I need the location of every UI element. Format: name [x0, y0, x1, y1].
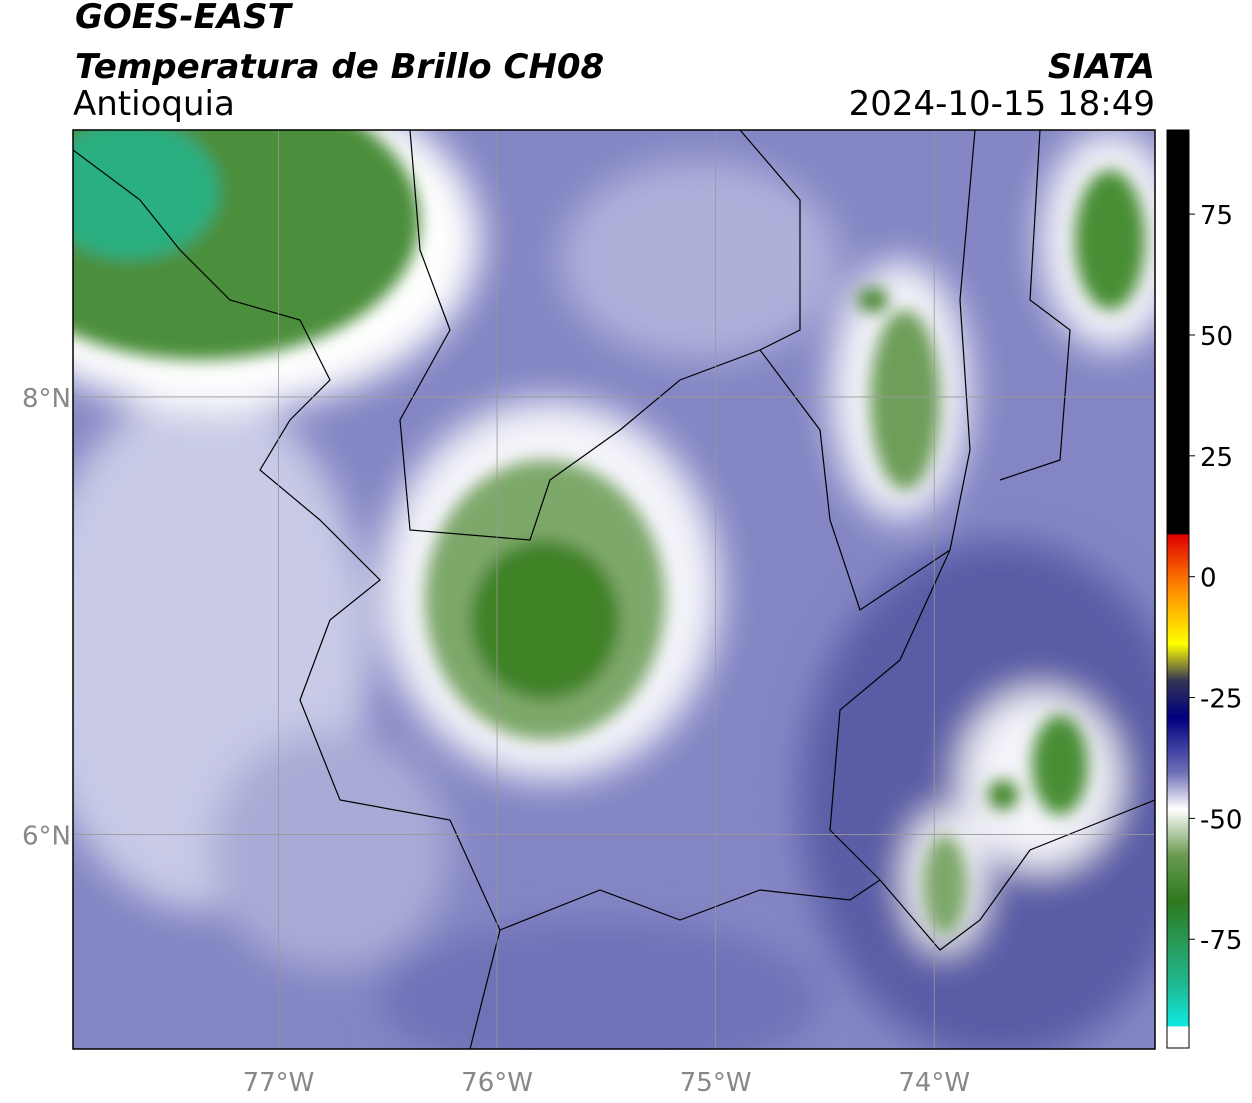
brightness-image — [73, 130, 1155, 1049]
graticule — [73, 130, 1155, 1049]
lat-tick-label: 6°N — [22, 822, 71, 852]
product-title: Temperatura de Brillo CH08 — [75, 47, 604, 87]
colorbar-tick-label: 50 — [1200, 322, 1233, 352]
lon-tick-label: 77°W — [243, 1068, 315, 1098]
lat-tick-label: 8°N — [22, 384, 71, 414]
map-frame — [72, 129, 1156, 1050]
source-label: SIATA — [1048, 47, 1155, 87]
colorbar-tick-label: -75 — [1200, 926, 1242, 956]
colorbar-tick-label: 75 — [1200, 201, 1233, 231]
datetime-label: 2024-10-15 18:49 — [849, 84, 1155, 124]
region-label: Antioquia — [73, 84, 235, 124]
lon-tick-label: 74°W — [898, 1068, 970, 1098]
satellite-title: GOES-EAST — [75, 0, 294, 37]
colorbar-tick-label: -50 — [1200, 805, 1242, 835]
lon-tick-label: 76°W — [461, 1068, 533, 1098]
borders — [73, 130, 1155, 1049]
colorbar-tick-label: 0 — [1200, 564, 1217, 594]
lon-tick-label: 75°W — [680, 1068, 752, 1098]
colorbar-tick-label: -25 — [1200, 685, 1242, 715]
colorbar — [1166, 129, 1190, 1049]
colorbar-tick-label: 25 — [1200, 443, 1233, 473]
